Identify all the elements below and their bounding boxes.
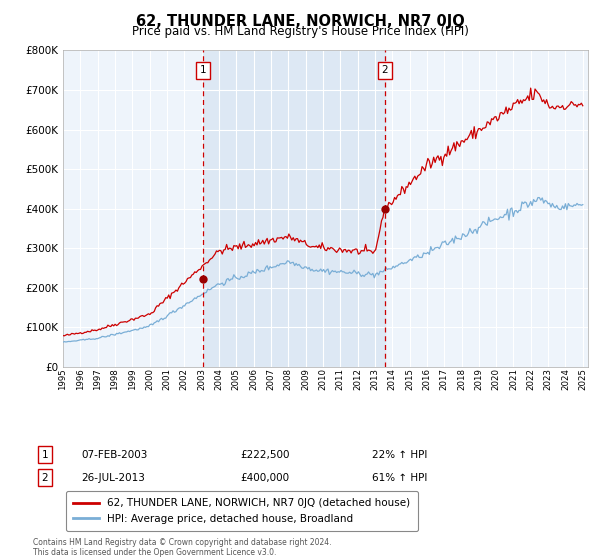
Legend: 62, THUNDER LANE, NORWICH, NR7 0JQ (detached house), HPI: Average price, detache: 62, THUNDER LANE, NORWICH, NR7 0JQ (deta… — [65, 491, 418, 531]
Bar — [203, 50, 385, 367]
Text: 1: 1 — [200, 65, 206, 75]
Text: 62, THUNDER LANE, NORWICH, NR7 0JQ: 62, THUNDER LANE, NORWICH, NR7 0JQ — [136, 14, 464, 29]
Text: £222,500: £222,500 — [240, 450, 290, 460]
Text: 26-JUL-2013: 26-JUL-2013 — [81, 473, 145, 483]
Text: 1: 1 — [41, 450, 49, 460]
Text: 61% ↑ HPI: 61% ↑ HPI — [372, 473, 427, 483]
Text: 22% ↑ HPI: 22% ↑ HPI — [372, 450, 427, 460]
Text: Contains HM Land Registry data © Crown copyright and database right 2024.
This d: Contains HM Land Registry data © Crown c… — [33, 538, 331, 557]
Text: Price paid vs. HM Land Registry's House Price Index (HPI): Price paid vs. HM Land Registry's House … — [131, 25, 469, 38]
Text: 07-FEB-2003: 07-FEB-2003 — [81, 450, 148, 460]
Text: 2: 2 — [382, 65, 388, 75]
Text: £400,000: £400,000 — [240, 473, 289, 483]
Text: 2: 2 — [41, 473, 49, 483]
